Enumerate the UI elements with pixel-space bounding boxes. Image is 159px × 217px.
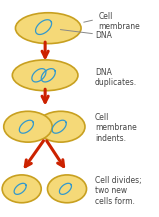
Ellipse shape <box>15 13 81 44</box>
Text: Cell divides;
two new
cells form.: Cell divides; two new cells form. <box>95 176 142 206</box>
Ellipse shape <box>4 111 52 142</box>
Text: DNA
duplicates.: DNA duplicates. <box>95 68 137 87</box>
Text: Cell
membrane
indents.: Cell membrane indents. <box>95 113 137 143</box>
Text: Cell
membrane: Cell membrane <box>98 12 140 31</box>
Text: DNA: DNA <box>95 31 112 40</box>
Ellipse shape <box>37 111 85 142</box>
Ellipse shape <box>48 175 86 203</box>
Ellipse shape <box>12 60 78 91</box>
Ellipse shape <box>2 175 41 203</box>
